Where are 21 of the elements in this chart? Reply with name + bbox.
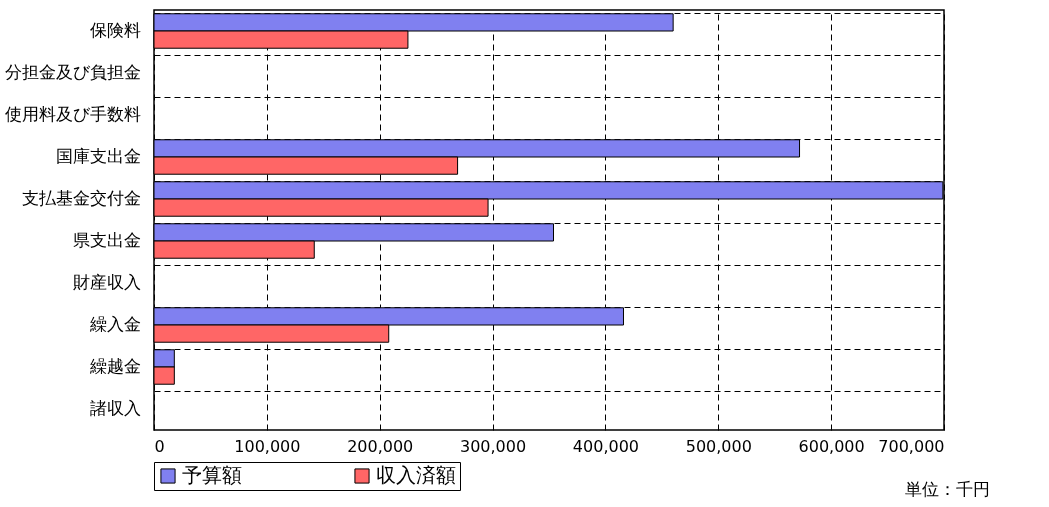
y-tick-label: 国庫支出金	[55, 146, 141, 166]
y-tick-label: 分担金及び負担金	[4, 62, 141, 82]
x-tick-label: 700,000	[878, 436, 945, 456]
y-tick-label: 諸収入	[89, 398, 141, 418]
text: 単位：千円	[905, 478, 990, 501]
legend-label: 収入済額	[376, 463, 456, 487]
y-tick-label: 支払基金交付金	[21, 188, 141, 208]
x-tick-label: 0	[154, 436, 165, 456]
x-tick-label: 500,000	[685, 436, 752, 456]
x-tick-label: 600,000	[798, 436, 865, 456]
y-tick-label: 繰越金	[88, 356, 141, 376]
y-tick-label: 県支出金	[72, 230, 141, 250]
y-tick-label: 財産収入	[72, 272, 141, 292]
x-tick-label: 400,000	[572, 436, 640, 456]
legend-label: 予算額	[182, 463, 242, 487]
x-tick-label: 300,000	[459, 436, 527, 456]
x-tick-label: 100,000	[234, 436, 301, 456]
y-tick-label: 使用料及び手数料	[4, 104, 141, 124]
x-tick-label: 200,000	[347, 436, 414, 456]
y-tick-label: 繰入金	[88, 314, 141, 334]
y-tick-label: 保険料	[89, 20, 141, 40]
